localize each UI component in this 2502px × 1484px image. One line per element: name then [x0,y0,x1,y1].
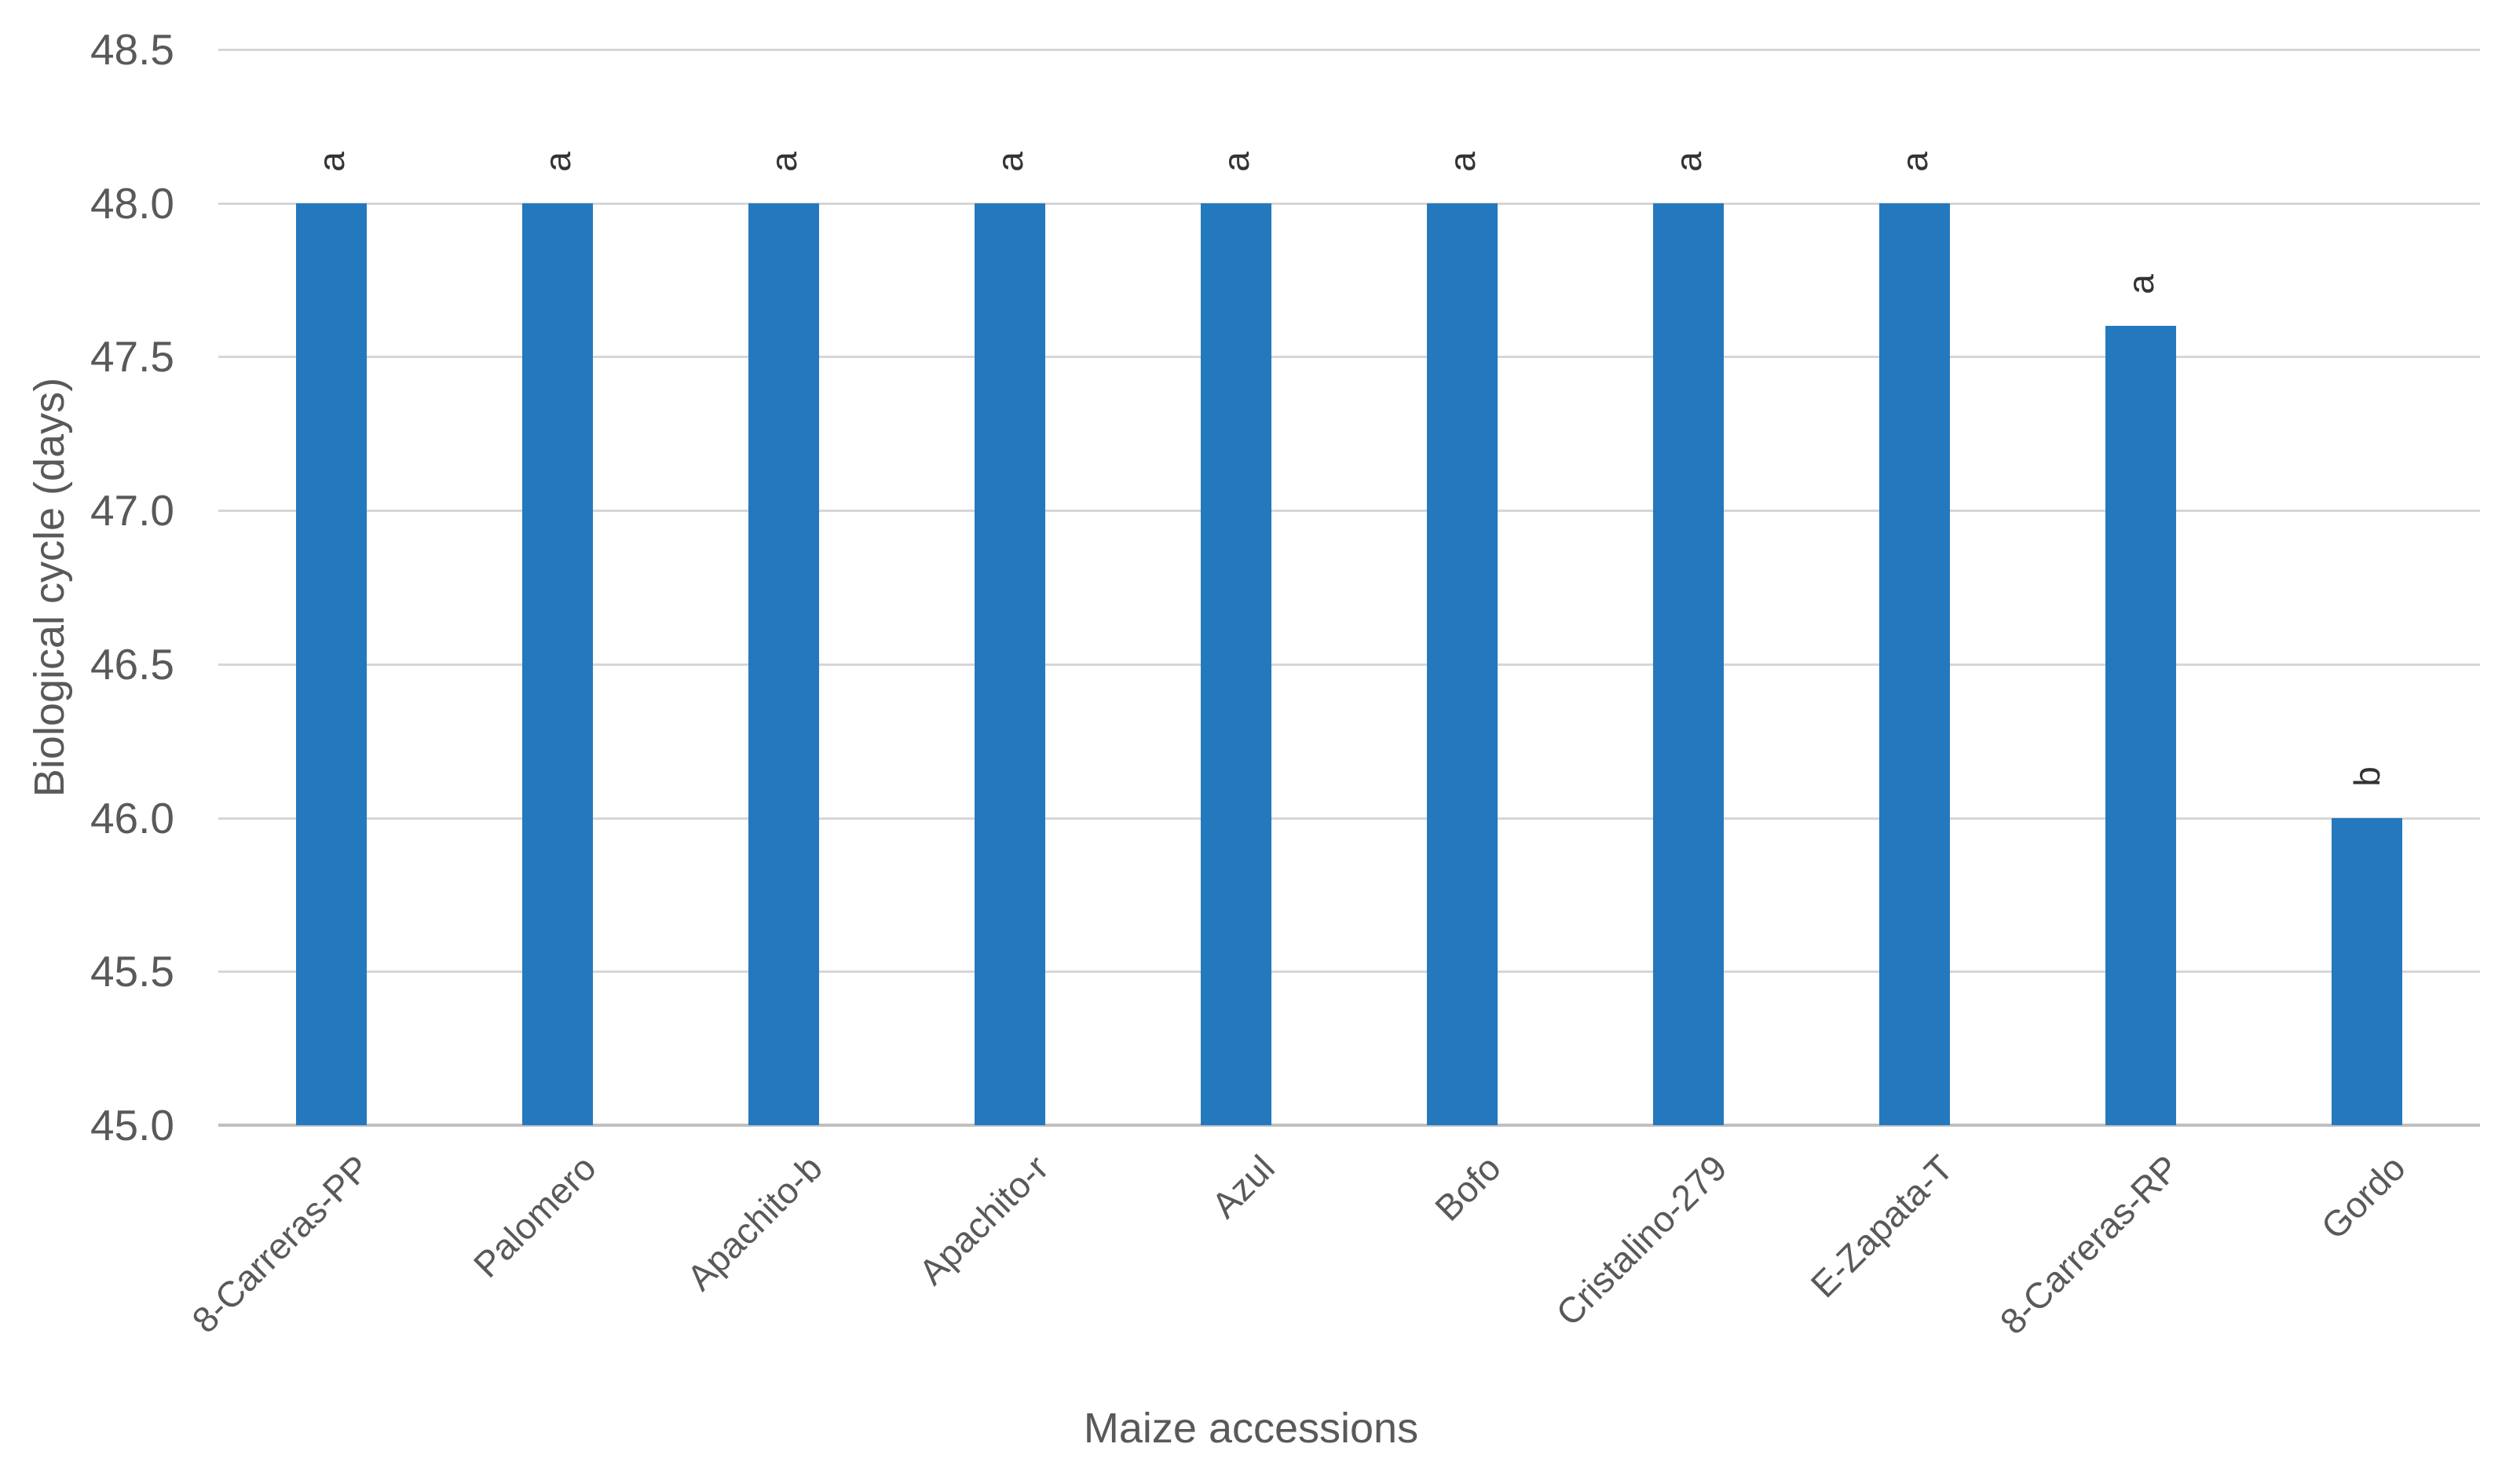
y-tick-label: 47.5 [90,332,174,382]
x-tick-label-text: 8-Carreras-RP [1992,1147,2187,1343]
y-tick-label: 45.5 [90,947,174,996]
y-tick-label: 48.0 [90,178,174,228]
x-tick-label-text: 8-Carreras-PP [184,1147,378,1341]
x-tick-label-text: Azul [1203,1147,1282,1226]
bar-letter-label: a [1216,151,1256,172]
bar-letter-label: a [2120,274,2161,295]
gridline [218,202,2480,205]
bar-letter-label: a [763,151,804,172]
gridline [218,356,2480,359]
x-tick-label-text: Palomero [465,1147,604,1285]
x-axis-title: Maize accessions [1083,1405,1419,1452]
y-tick-label: 46.0 [90,793,174,843]
gridline [218,817,2480,820]
x-tick-label-text: Cristalino-279 [1548,1147,1735,1334]
bar-letter-label: a [1442,151,1483,172]
bar [1879,203,1950,1125]
bar-letter-label: a [989,151,1030,172]
x-axis-line [218,1124,2480,1127]
y-axis-title: Biological cycle (days) [26,377,73,798]
bar-letter-label: a [537,151,578,172]
bar [1427,203,1498,1125]
bar [2332,817,2402,1125]
x-tick-label-text: Bofo [1427,1147,1509,1229]
gridline [218,970,2480,974]
x-tick-label-text: Apachito-b [679,1147,830,1299]
bar-letter-label: a [311,151,352,172]
bar [296,203,367,1125]
bar [2105,326,2176,1125]
bar [1653,203,1724,1125]
y-tick-label: 48.5 [90,25,174,74]
bar [748,203,819,1125]
x-tick-label-text: Apachito-r [910,1147,1056,1293]
bar [522,203,593,1125]
bar [975,203,1045,1125]
y-tick-label: 45.0 [90,1101,174,1150]
bar-letter-label: a [1668,151,1709,172]
bar [1201,203,1271,1125]
gridline [218,49,2480,51]
x-tick-label-text: E-Zapata-T [1802,1147,1961,1306]
y-tick-label: 46.5 [90,639,174,689]
gridline [218,510,2480,513]
bar-letter-label: a [1894,151,1935,172]
bar-letter-label: b [2347,766,2387,787]
x-tick-label-text: Gordo [2313,1147,2413,1248]
y-tick-label: 47.0 [90,486,174,535]
gridline [218,663,2480,666]
